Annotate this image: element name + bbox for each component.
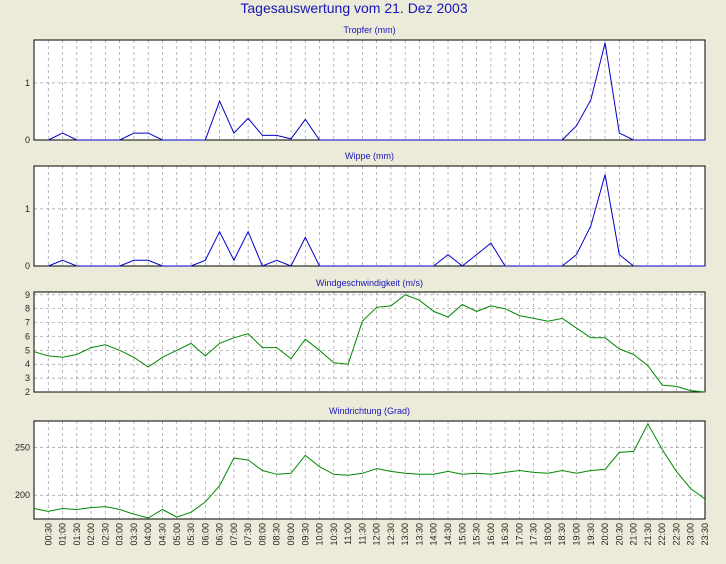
y-tick-label: 2 xyxy=(25,387,30,397)
series-line xyxy=(48,42,705,141)
plot-frame xyxy=(33,420,706,520)
series-line xyxy=(48,174,705,267)
x-tick-label: 04:30 xyxy=(157,523,167,546)
plot-frame xyxy=(33,291,706,393)
x-tick-label: 07:30 xyxy=(243,523,253,546)
x-tick-label: 13:30 xyxy=(414,523,424,546)
plot-area xyxy=(34,166,705,266)
x-tick-label: 06:00 xyxy=(200,523,210,546)
x-tick-label: 20:00 xyxy=(600,523,610,546)
y-tick-label: 200 xyxy=(15,490,30,500)
y-tick-label: 4 xyxy=(25,359,30,369)
x-tick-label: 23:30 xyxy=(700,523,710,546)
panel-title: Wippe (mm) xyxy=(345,151,394,161)
x-tick-label: 03:30 xyxy=(129,523,139,546)
x-tick-label: 16:30 xyxy=(500,523,510,546)
y-tick-label: 7 xyxy=(25,318,30,328)
y-tick-label: 1 xyxy=(25,78,30,88)
x-tick-label: 02:30 xyxy=(100,523,110,546)
series-line xyxy=(33,294,706,393)
x-axis-labels: 00:30 01:00 01:30 02:00 02:30 03:00 03:30 04:00… xyxy=(43,523,710,546)
x-tick-label: 18:30 xyxy=(557,523,567,546)
x-tick-label: 19:30 xyxy=(586,523,596,546)
y-tick-label: 0 xyxy=(25,261,30,271)
y-tick-label: 5 xyxy=(25,345,30,355)
x-tick-label: 17:00 xyxy=(514,523,524,546)
x-tick-label: 07:00 xyxy=(229,523,239,546)
x-tick-label: 18:00 xyxy=(543,523,553,546)
x-tick-label: 08:00 xyxy=(257,523,267,546)
x-tick-label: 01:00 xyxy=(58,523,68,546)
x-tick-label: 05:00 xyxy=(172,523,182,546)
x-tick-label: 10:00 xyxy=(315,523,325,546)
x-tick-label: 13:00 xyxy=(400,523,410,546)
y-tick-label: 0 xyxy=(25,135,30,145)
x-tick-label: 20:30 xyxy=(614,523,624,546)
x-tick-label: 00:30 xyxy=(43,523,53,546)
y-tick-label: 1 xyxy=(25,204,30,214)
plot-area xyxy=(34,40,705,140)
x-tick-label: 22:30 xyxy=(671,523,681,546)
plot-area xyxy=(34,292,705,392)
chart-panel-4: 200 250 Windrichtung (Grad) xyxy=(15,406,706,520)
chart-panel-1: 0 1 Tropfer (mm) xyxy=(25,25,706,145)
x-tick-label: 21:30 xyxy=(643,523,653,546)
x-tick-label: 11:00 xyxy=(343,523,353,545)
x-tick-label: 02:00 xyxy=(86,523,96,546)
x-tick-label: 01:30 xyxy=(72,523,82,546)
y-tick-label: 3 xyxy=(25,373,30,383)
y-tick-label: 8 xyxy=(25,304,30,314)
x-tick-label: 23:00 xyxy=(686,523,696,546)
x-tick-label: 15:30 xyxy=(472,523,482,546)
panel-title: Windrichtung (Grad) xyxy=(329,406,410,416)
x-tick-label: 12:30 xyxy=(386,523,396,546)
chart-panel-3: 2 3 4 5 6 7 8 9 Windgeschwindigkeit (m/s) xyxy=(25,278,706,397)
page-title: Tagesauswertung vom 21. Dez 2003 xyxy=(240,0,467,16)
x-tick-label: 15:00 xyxy=(457,523,467,546)
x-tick-label: 19:00 xyxy=(572,523,582,546)
y-tick-label: 9 xyxy=(25,290,30,300)
x-tick-label: 09:00 xyxy=(286,523,296,546)
y-tick-label: 6 xyxy=(25,331,30,341)
x-tick-label: 16:00 xyxy=(486,523,496,546)
x-tick-label: 14:30 xyxy=(443,523,453,546)
x-tick-label: 17:30 xyxy=(529,523,539,546)
x-tick-label: 06:30 xyxy=(215,523,225,546)
chart-panel-2: 0 1 Wippe (mm) xyxy=(25,151,706,271)
series-line xyxy=(33,422,706,519)
x-tick-label: 12:00 xyxy=(372,523,382,546)
chart-panels: 0 1 Tropfer (mm) 0 1 Wippe (mm) 2 3 4 5 6 7 8 9 Windge… xyxy=(15,25,710,546)
panel-title: Windgeschwindigkeit (m/s) xyxy=(316,278,423,288)
x-tick-label: 14:00 xyxy=(429,523,439,546)
y-tick-label: 250 xyxy=(15,443,30,453)
x-tick-label: 09:30 xyxy=(300,523,310,546)
x-tick-label: 11:30 xyxy=(357,523,367,545)
x-tick-label: 03:00 xyxy=(115,523,125,546)
x-tick-label: 08:30 xyxy=(272,523,282,546)
x-tick-label: 04:00 xyxy=(143,523,153,546)
x-tick-label: 10:30 xyxy=(329,523,339,546)
panel-title: Tropfer (mm) xyxy=(343,25,395,35)
x-tick-label: 21:00 xyxy=(629,523,639,546)
x-tick-label: 05:30 xyxy=(186,523,196,546)
x-tick-label: 22:00 xyxy=(657,523,667,546)
